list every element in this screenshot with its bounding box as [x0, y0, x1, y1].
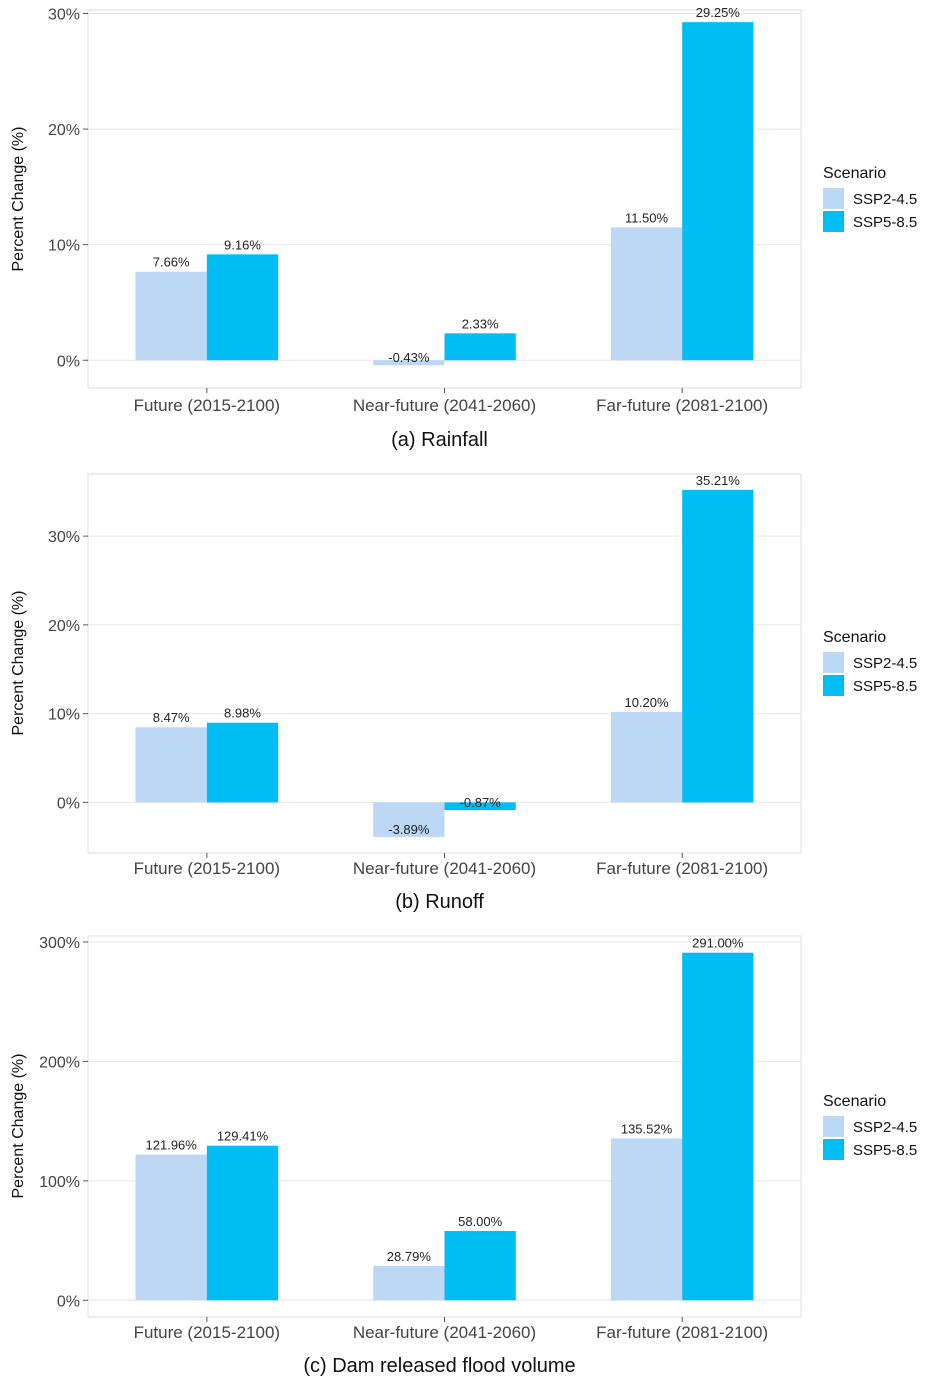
data-label: 11.50% [625, 210, 669, 225]
legend-swatch [823, 1116, 844, 1137]
y-tick-label: 30% [48, 6, 80, 23]
bar-ssp5-8-5 [206, 254, 279, 361]
data-label: 9.16% [224, 237, 261, 252]
bar-ssp5-8-5 [206, 1145, 279, 1301]
bar-ssp5-8-5 [444, 802, 516, 811]
y-tick-label: 20% [48, 618, 80, 635]
legend-swatch [823, 211, 844, 232]
x-tick-label: Near-future (2041-2060) [353, 396, 536, 415]
data-label: 58.00% [458, 1214, 503, 1229]
bar-ssp2-4-5 [373, 360, 445, 366]
data-label: 291.00% [692, 936, 744, 951]
data-label: 7.66% [153, 255, 190, 270]
chart-panel-dam-flood-volume: 0% 100% 200% 300% Percent Change (%) 121.96% 1… [0, 926, 951, 1380]
bar-ssp2-4-5 [373, 802, 445, 837]
data-label: -0.43% [388, 350, 430, 365]
bar-ssp2-4-5 [135, 1154, 207, 1301]
legend-label: SSP5-8.5 [853, 678, 917, 695]
x-tick-label: Future (2015-2100) [134, 859, 280, 878]
bar-ssp2-4-5 [373, 1265, 445, 1301]
y-tick-label: 0% [57, 353, 80, 370]
y-tick-label: 300% [39, 935, 80, 952]
x-tick-label: Future (2015-2100) [134, 396, 280, 415]
bar-ssp5-8-5 [444, 1231, 516, 1301]
x-tick-label: Far-future (2081-2100) [596, 1323, 768, 1342]
data-label: 8.47% [153, 710, 190, 725]
bar-ssp2-4-5 [610, 711, 683, 803]
legend-swatch [823, 675, 844, 696]
x-tick-label: Future (2015-2100) [134, 1323, 280, 1342]
bar-ssp2-4-5 [610, 227, 683, 361]
data-label: 8.98% [224, 706, 261, 721]
data-label: 129.41% [217, 1129, 269, 1144]
bar-ssp5-8-5 [682, 489, 754, 803]
chart-runoff: 0% 10% 20% 30% Percent Change (%) 8.47% 8.98% F… [10, 473, 917, 913]
data-label: 28.79% [387, 1249, 432, 1264]
chart-panel-rainfall: 0% 10% 20% 30% Percent Change (%) 7.66% 9.16% F… [0, 0, 951, 460]
legend-label: SSP2-4.5 [853, 191, 917, 208]
data-label: 2.33% [462, 316, 499, 331]
data-label: 135.52% [621, 1121, 673, 1136]
legend-label: SSP5-8.5 [853, 214, 917, 231]
y-tick-label: 10% [48, 707, 80, 724]
y-tick-label: 200% [39, 1054, 80, 1071]
legend-swatch [823, 188, 844, 209]
legend-title: Scenario [823, 1093, 886, 1110]
legend-swatch [823, 1139, 844, 1160]
chart-dam-flood-volume: 0% 100% 200% 300% Percent Change (%) 121.96% 1… [10, 935, 917, 1377]
bar-ssp5-8-5 [682, 22, 754, 361]
data-label: 121.96% [146, 1138, 198, 1153]
legend-label: SSP2-4.5 [853, 1119, 917, 1136]
bar-ssp2-4-5 [135, 727, 207, 803]
y-tick-label: 0% [57, 795, 80, 812]
legend-swatch [823, 652, 844, 673]
chart-title: (b) Runoff [395, 891, 484, 913]
data-label: 10.20% [624, 695, 669, 710]
data-label: 35.21% [696, 473, 741, 488]
y-tick-label: 30% [48, 529, 80, 546]
x-tick-label: Near-future (2041-2060) [353, 859, 536, 878]
x-tick-label: Far-future (2081-2100) [596, 859, 768, 878]
y-axis-label: Percent Change (%) [10, 591, 27, 736]
bar-ssp5-8-5 [444, 333, 516, 361]
bar-ssp5-8-5 [682, 952, 754, 1301]
chart-title: (a) Rainfall [391, 429, 488, 451]
x-tick-label: Far-future (2081-2100) [596, 396, 768, 415]
legend-title: Scenario [823, 165, 886, 182]
chart-rainfall: 0% 10% 20% 30% Percent Change (%) 7.66% 9.16% F… [10, 5, 917, 451]
legend-label: SSP2-4.5 [853, 655, 917, 672]
y-tick-label: 100% [39, 1174, 80, 1191]
y-tick-label: 0% [57, 1293, 80, 1310]
legend-label: SSP5-8.5 [853, 1142, 917, 1159]
y-tick-label: 20% [48, 122, 80, 139]
bar-ssp5-8-5 [206, 722, 279, 803]
data-label: -0.87% [460, 795, 502, 810]
chart-title: (c) Dam released flood volume [303, 1355, 575, 1377]
bar-ssp2-4-5 [135, 271, 207, 361]
y-axis-label: Percent Change (%) [10, 1054, 27, 1199]
data-label: -3.89% [388, 822, 430, 837]
x-tick-label: Near-future (2041-2060) [353, 1323, 536, 1342]
chart-panel-runoff: 0% 10% 20% 30% Percent Change (%) 8.47% 8.98% F… [0, 463, 951, 923]
y-tick-label: 10% [48, 238, 80, 255]
bar-ssp2-4-5 [610, 1138, 683, 1301]
y-axis-label: Percent Change (%) [10, 127, 27, 272]
legend-title: Scenario [823, 629, 886, 646]
data-label: 29.25% [696, 5, 741, 20]
